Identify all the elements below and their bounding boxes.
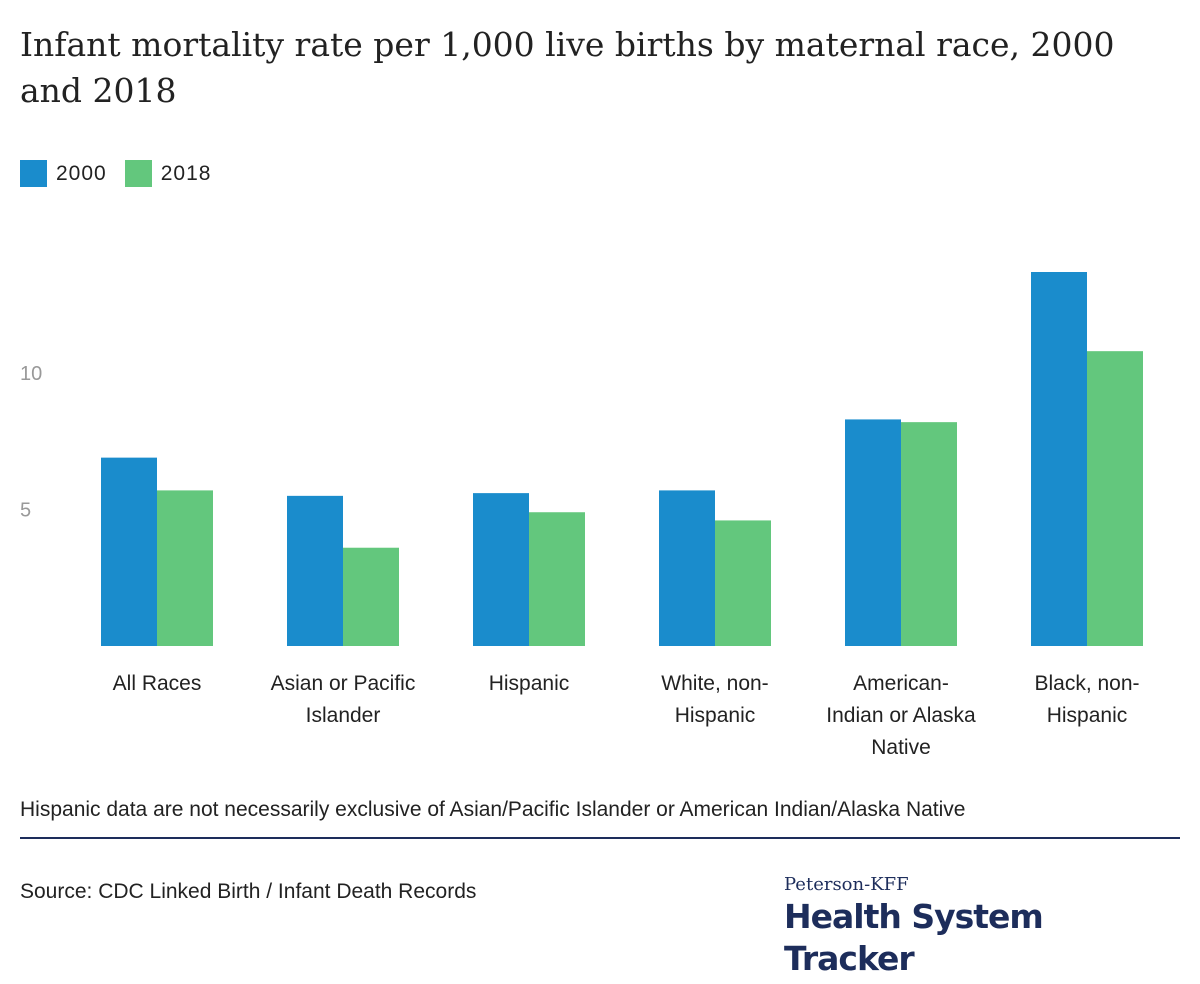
legend-swatch-2000 xyxy=(20,160,47,187)
legend-swatch-2018 xyxy=(124,160,152,187)
category-label: All Races xyxy=(113,672,202,695)
category-label: Indian or Alaska xyxy=(826,704,976,727)
category-label: Islander xyxy=(306,704,381,727)
category-label: Hispanic xyxy=(1047,704,1128,727)
bar-chart: 5 10 All Races Asian or Pacific Islander Hisp… xyxy=(20,272,1143,759)
bar-2018 xyxy=(1087,351,1143,646)
category-label: Asian or Pacific xyxy=(271,672,416,695)
category-label: Hispanic xyxy=(489,672,570,695)
bar-2000 xyxy=(845,419,901,646)
legend-label-2018: 2018 xyxy=(160,161,212,185)
bar-2000 xyxy=(1031,272,1087,646)
category-label: Native xyxy=(871,736,931,759)
category-label: White, non- xyxy=(661,672,768,695)
chart-note: Hispanic data are not necessarily exclus… xyxy=(20,798,966,821)
logo-small-text: Peterson-KFF xyxy=(784,874,909,895)
bar-2000 xyxy=(659,490,715,646)
source-text: Source: CDC Linked Birth / Infant Death … xyxy=(20,880,477,903)
chart-title: Infant mortality rate per 1,000 live bir… xyxy=(20,25,1115,110)
legend-item-2000: 2000 xyxy=(20,160,107,187)
bar-2000 xyxy=(101,457,157,646)
legend-label-2000: 2000 xyxy=(56,161,107,185)
y-tick-label: 5 xyxy=(20,500,31,522)
bar-2018 xyxy=(343,547,399,646)
bar-2018 xyxy=(157,490,213,646)
logo-big-text: Health System Tracker xyxy=(784,897,1044,978)
y-tick-label: 10 xyxy=(20,363,42,385)
legend-item-2018: 2018 xyxy=(124,160,212,187)
bar-2000 xyxy=(287,495,343,646)
footer-divider xyxy=(20,837,1180,839)
bar-2000 xyxy=(473,493,529,646)
category-label: American- xyxy=(853,672,949,695)
bar-2018 xyxy=(529,512,585,646)
category-label: Hispanic xyxy=(675,704,756,727)
bar-2018 xyxy=(901,422,957,646)
brand-logo: Peterson-KFF Health System Tracker xyxy=(784,874,1180,980)
chart-legend: 2000 2018 xyxy=(20,160,211,187)
bar-2018 xyxy=(715,520,771,646)
category-label: Black, non- xyxy=(1034,672,1139,695)
